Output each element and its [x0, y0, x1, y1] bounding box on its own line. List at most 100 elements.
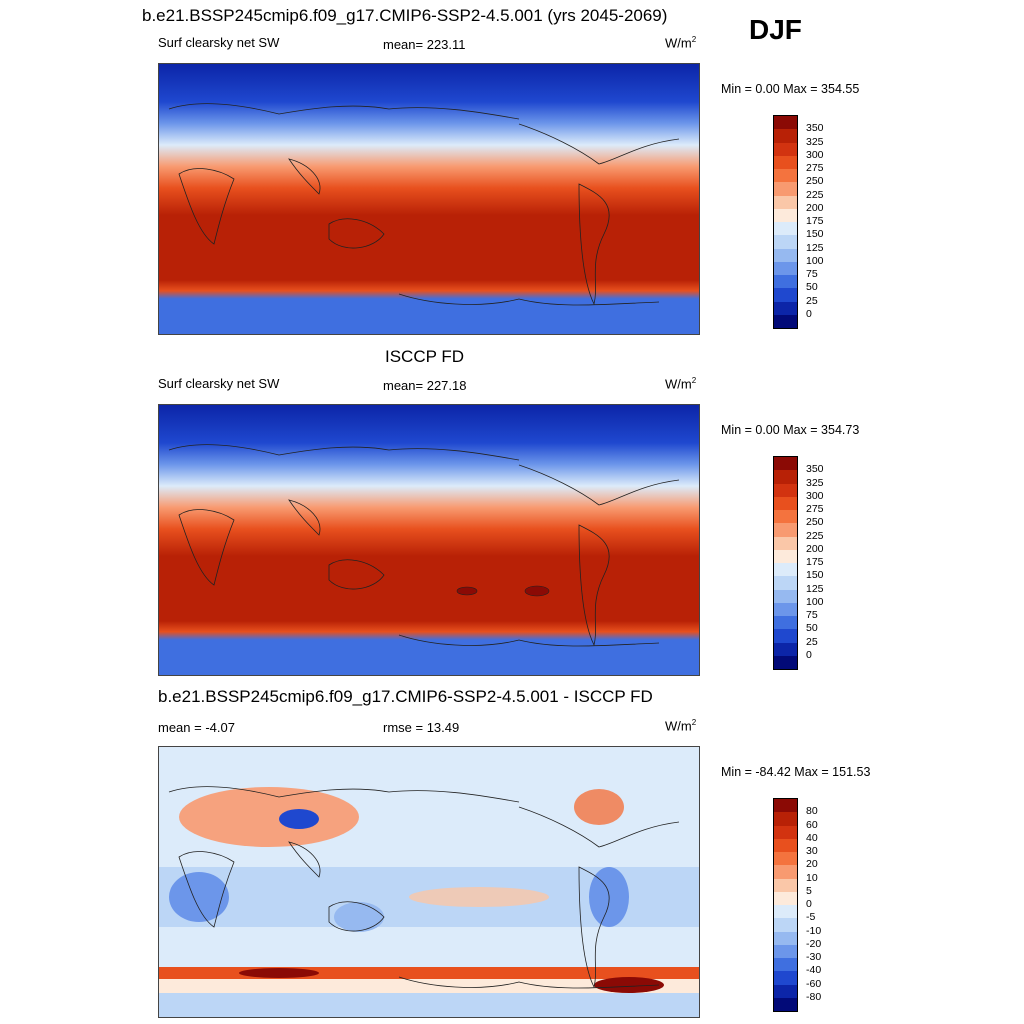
- colorbar-tick-label: 300: [806, 148, 824, 161]
- colorbar-tick-label: 325: [806, 135, 824, 148]
- colorbar-segment: [774, 169, 797, 183]
- colorbar-tick-label: 50: [806, 622, 818, 635]
- colorbar-tick-label: 175: [806, 556, 824, 568]
- panel-1-map: [158, 63, 700, 335]
- colorbar-tick-label: 80: [806, 805, 818, 818]
- panel-2-colorbar: [773, 456, 798, 670]
- colorbar-segment: [774, 997, 797, 1011]
- panel-2-variable-label: Surf clearsky net SW: [158, 376, 280, 391]
- panel-3-units: W/m2: [665, 718, 697, 734]
- colorbar-segment: [774, 865, 797, 879]
- colorbar-segment: [774, 629, 797, 643]
- panel-3-title: b.e21.BSSP245cmip6.f09_g17.CMIP6-SSP2-4.…: [158, 687, 653, 706]
- panel-1-units: W/m2: [665, 35, 697, 51]
- colorbar-tick-label: -40: [806, 964, 822, 977]
- colorbar-tick-label: 125: [806, 582, 824, 595]
- colorbar-tick-label: 125: [806, 241, 824, 254]
- colorbar-tick-label: 5: [806, 884, 812, 897]
- colorbar-segment: [774, 536, 797, 550]
- colorbar-segment: [774, 576, 797, 590]
- colorbar-tick-label: 225: [806, 188, 824, 201]
- colorbar-segment: [774, 905, 797, 919]
- colorbar-segment: [774, 222, 797, 236]
- colorbar-tick-label: 150: [806, 228, 824, 241]
- colorbar-tick-label: -30: [806, 951, 822, 963]
- colorbar-segment: [774, 195, 797, 209]
- colorbar-segment: [774, 549, 797, 563]
- colorbar-segment: [774, 984, 797, 998]
- colorbar-tick-label: 100: [806, 254, 824, 267]
- colorbar-tick-label: 250: [806, 516, 824, 529]
- colorbar-segment: [774, 838, 797, 852]
- colorbar-segment: [774, 483, 797, 497]
- colorbar-tick-label: 60: [806, 818, 818, 831]
- colorbar-segment: [774, 931, 797, 945]
- colorbar-tick-label: 200: [806, 201, 824, 214]
- colorbar-segment: [774, 457, 797, 471]
- colorbar-tick-label: 200: [806, 542, 824, 555]
- colorbar-segment: [774, 523, 797, 537]
- colorbar-segment: [774, 248, 797, 262]
- colorbar-segment: [774, 799, 797, 813]
- colorbar-segment: [774, 563, 797, 577]
- colorbar-segment: [774, 589, 797, 603]
- colorbar-tick-label: 10: [806, 871, 818, 884]
- colorbar-segment: [774, 301, 797, 315]
- colorbar-segment: [774, 261, 797, 275]
- colorbar-tick-label: 25: [806, 635, 818, 648]
- colorbar-tick-label: 25: [806, 294, 818, 307]
- colorbar-segment: [774, 878, 797, 892]
- colorbar-tick-label: 250: [806, 175, 824, 188]
- colorbar-segment: [774, 155, 797, 169]
- colorbar-segment: [774, 642, 797, 656]
- colorbar-tick-label: 50: [806, 281, 818, 294]
- colorbar-segment: [774, 314, 797, 328]
- panel-2-title: ISCCP FD: [385, 347, 465, 366]
- panel-3-colorbar: [773, 798, 798, 1012]
- panel-1-title: b.e21.BSSP245cmip6.f09_g17.CMIP6-SSP2-4.…: [142, 6, 668, 25]
- colorbar-segment: [774, 129, 797, 143]
- colorbar-tick-label: -5: [806, 911, 816, 924]
- colorbar-tick-label: 225: [806, 529, 824, 542]
- colorbar-segment: [774, 812, 797, 826]
- colorbar-segment: [774, 510, 797, 524]
- colorbar-segment: [774, 852, 797, 866]
- colorbar-segment: [774, 602, 797, 616]
- panel-3-map: [158, 746, 700, 1018]
- colorbar-segment: [774, 496, 797, 510]
- colorbar-tick-label: 30: [806, 845, 818, 857]
- colorbar-segment: [774, 971, 797, 985]
- panel-1-mean-label: mean= 223.11: [383, 37, 466, 52]
- panel-1-variable-label: Surf clearsky net SW: [158, 35, 280, 50]
- colorbar-segment: [774, 142, 797, 156]
- colorbar-tick-label: 150: [806, 569, 824, 582]
- colorbar-tick-label: -20: [806, 937, 822, 950]
- panel-2-mean-label: mean= 227.18: [383, 378, 467, 393]
- colorbar-tick-label: 0: [806, 307, 812, 320]
- colorbar-tick-label: 0: [806, 898, 812, 910]
- colorbar-tick-label: 75: [806, 609, 818, 621]
- colorbar-segment: [774, 655, 797, 669]
- panel-1-colorbar: [773, 115, 798, 329]
- colorbar-tick-label: -10: [806, 924, 822, 937]
- colorbar-tick-label: 40: [806, 831, 818, 844]
- colorbar-tick-label: -80: [806, 990, 822, 1003]
- panel-3-mean-label: mean = -4.07: [158, 720, 235, 735]
- colorbar-tick-label: 300: [806, 489, 824, 502]
- panel-3-rmse-label: rmse = 13.49: [383, 720, 460, 735]
- colorbar-segment: [774, 891, 797, 905]
- panel-2-map: [158, 404, 700, 676]
- colorbar-segment: [774, 958, 797, 972]
- colorbar-tick-label: 350: [806, 463, 824, 476]
- colorbar-tick-label: -60: [806, 977, 822, 990]
- panel-2-minmax: Min = 0.00 Max = 354.73: [721, 423, 860, 437]
- colorbar-tick-label: 0: [806, 648, 812, 661]
- colorbar-tick-label: 175: [806, 215, 824, 227]
- colorbar-tick-label: 325: [806, 476, 824, 489]
- colorbar-tick-label: 100: [806, 595, 824, 608]
- colorbar-tick-label: 20: [806, 858, 818, 871]
- colorbar-tick-label: 350: [806, 122, 824, 135]
- panel-3-minmax: Min = -84.42 Max = 151.53: [721, 765, 871, 779]
- colorbar-tick-label: 275: [806, 162, 824, 174]
- panel-1-minmax: Min = 0.00 Max = 354.55: [721, 82, 860, 96]
